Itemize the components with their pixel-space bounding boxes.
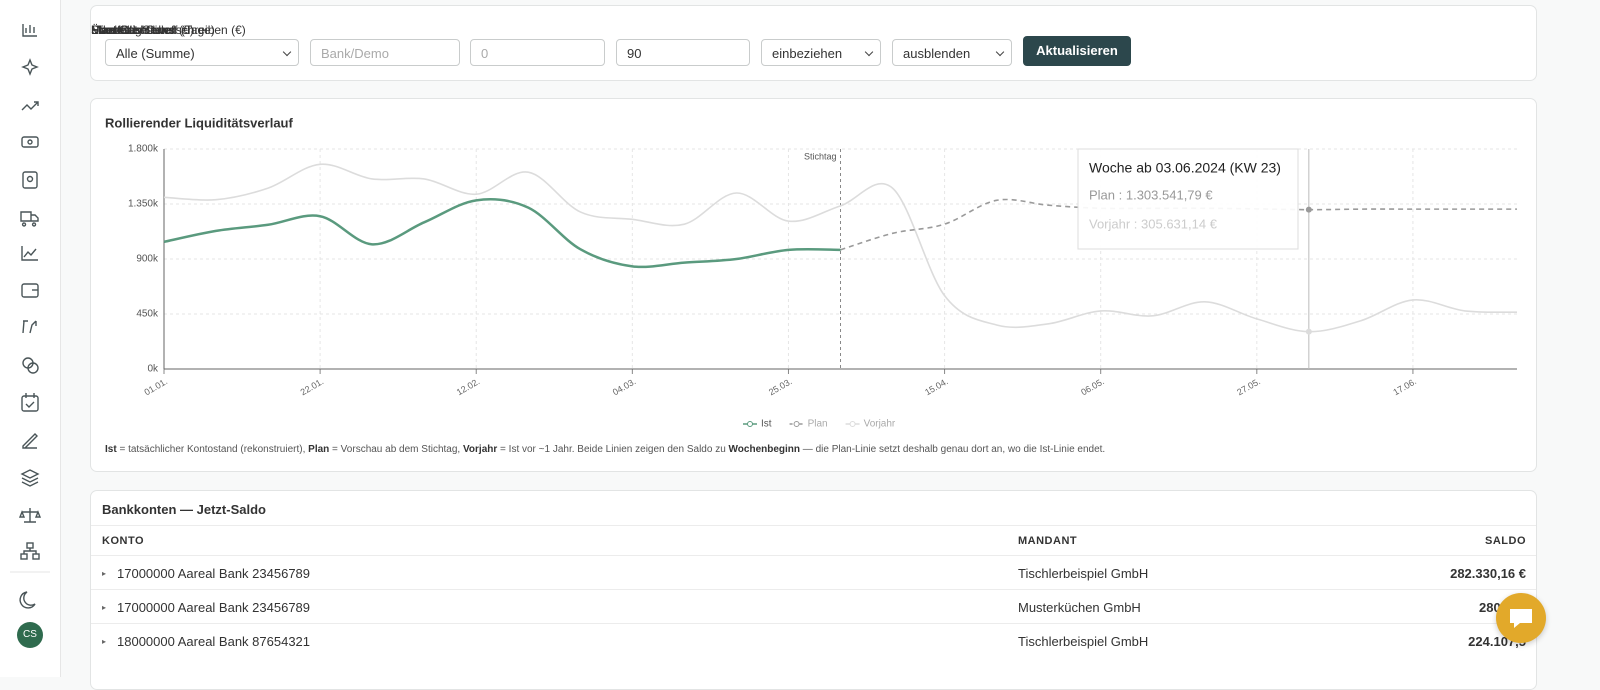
- hover-dot: [1305, 328, 1312, 335]
- table-cell: Tischlerbeispiel GmbH: [1018, 634, 1149, 649]
- filter-label: Mandant: [91, 23, 138, 37]
- chat-icon: [1510, 609, 1532, 628]
- refresh-button[interactable]: Aktualisieren: [1023, 36, 1131, 66]
- chat-button[interactable]: [1496, 593, 1546, 643]
- series-line: [840, 198, 1517, 251]
- note-segment: = tatsächlicher Kontostand (rekonstruier…: [116, 444, 309, 455]
- series-line: [163, 163, 1518, 333]
- note-segment: Ist: [105, 444, 117, 455]
- filter-label: Start-Cash überschreiben (€): [91, 23, 246, 37]
- table-cell: 282.330,16 €: [1450, 566, 1526, 581]
- y-tick-label: 0k: [147, 364, 159, 375]
- legend-label: Ist: [761, 419, 772, 430]
- column-header: KONTO: [102, 535, 145, 547]
- sidebar-icons: [10, 24, 50, 609]
- x-tick-label: 15.04.: [923, 376, 950, 397]
- table-cell: 18000000 Aareal Bank 87654321: [117, 634, 311, 649]
- filter-input[interactable]: 90: [616, 39, 750, 66]
- table-cell: Tischlerbeispiel GmbH: [1018, 566, 1149, 581]
- note-segment: — die Plan-Linie setzt deshalb genau dor…: [800, 444, 1106, 455]
- filter-label: Überfällig-Cutoff (Tage): [91, 23, 215, 37]
- x-tick-label: 06.05.: [1079, 376, 1106, 397]
- stichtag-label: Stichtag: [804, 151, 837, 161]
- table-cell: 17000000 Aareal Bank 23456789: [117, 600, 311, 615]
- note-segment: Wochenbeginn: [728, 444, 801, 455]
- note-segment: = Ist vor ~1 Jahr. Beide Linien zeigen d…: [497, 444, 729, 455]
- table-row[interactable]: ▸ 18000000 Aareal Bank 87654321 Tischlerbe…: [91, 623, 1536, 658]
- chart-title: Rollierender Liquiditätsverlauf: [105, 115, 293, 130]
- y-tick-label: 1.800k: [128, 144, 159, 155]
- table-title: Bankkonten — Jetzt-Saldo: [102, 502, 266, 517]
- note-segment: Plan: [308, 444, 330, 455]
- filter-label: Erkannte Serien: [91, 23, 178, 37]
- note-segment: Vorjahr: [462, 444, 498, 455]
- hover-dot: [1305, 206, 1312, 213]
- series-line: [163, 198, 841, 269]
- filter-select[interactable]: Alle (Summe): [105, 39, 299, 66]
- legend-dot: [793, 421, 800, 427]
- avatar[interactable]: CS: [17, 622, 43, 648]
- column-header: SALDO: [1485, 535, 1526, 547]
- chart-card: Rollierender Liquiditätsverlauf 0k 450k 90…: [90, 98, 1537, 472]
- filter-select[interactable]: einbeziehen: [761, 39, 881, 66]
- y-tick-label: 900k: [136, 254, 159, 265]
- filter-label: Plan-Cashflows: [91, 23, 175, 37]
- legend-label: Vorjahr: [864, 419, 896, 430]
- tooltip-title: Woche ab 03.06.2024 (KW 23): [1089, 160, 1281, 176]
- filter-label: Mindestbestand (€): [91, 23, 194, 37]
- note-segment: = Vorschau ab dem Stichtag,: [329, 444, 463, 455]
- table-header: KONTO MANDANT SALDO: [91, 525, 1536, 556]
- table-row[interactable]: ▸ 17000000 Aareal Bank 23456789 Musterküch…: [91, 589, 1536, 624]
- tooltip-line: Plan : 1.303.541,79 €: [1089, 187, 1213, 202]
- x-tick-label: 01.01.: [143, 376, 170, 397]
- legend-dot: [747, 421, 753, 427]
- table-card: Bankkonten — Jetzt-Saldo KONTO MANDANT SAL…: [90, 490, 1537, 690]
- expand-caret: ▸: [102, 637, 107, 646]
- filter-bar: Mandant Alle (Summe) Start-Cash überschrei…: [90, 5, 1537, 81]
- y-tick-label: 450k: [136, 309, 159, 320]
- legend-dot: [849, 421, 856, 427]
- table-row[interactable]: ▸ 17000000 Aareal Bank 23456789 Tischlerbe…: [91, 555, 1536, 590]
- tooltip-line: Vorjahr : 305.631,14 €: [1089, 216, 1218, 231]
- nav-icons[interactable]: [18, 24, 42, 609]
- expand-caret: ▸: [102, 603, 107, 612]
- chart-note: Ist = tatsächlicher Kontostand (rekonstr…: [105, 444, 1105, 455]
- table-cell: 17000000 Aareal Bank 23456789: [117, 566, 311, 581]
- column-header: MANDANT: [1018, 535, 1078, 547]
- x-tick-label: 17.06.: [1391, 376, 1418, 397]
- tooltip-box: [1077, 148, 1299, 250]
- x-tick-label: 25.03.: [767, 376, 794, 397]
- table-cell: Musterküchen GmbH: [1018, 600, 1141, 615]
- sidebar: CS: [0, 0, 61, 677]
- filter-select[interactable]: ausblenden: [892, 39, 1012, 66]
- expand-caret: ▸: [102, 569, 107, 578]
- y-tick-label: 1.350k: [128, 199, 159, 210]
- filter-input[interactable]: Bank/Demo: [310, 39, 460, 66]
- x-tick-label: 27.05.: [1235, 376, 1262, 397]
- legend-label: Plan: [808, 419, 828, 430]
- filter-input[interactable]: 0: [470, 39, 605, 66]
- chart: Rollierender Liquiditätsverlauf 0k 450k 90…: [105, 115, 1518, 430]
- x-tick-label: 22.01.: [299, 376, 326, 397]
- x-tick-label: 04.03.: [611, 376, 638, 397]
- x-tick-label: 12.02.: [455, 376, 482, 397]
